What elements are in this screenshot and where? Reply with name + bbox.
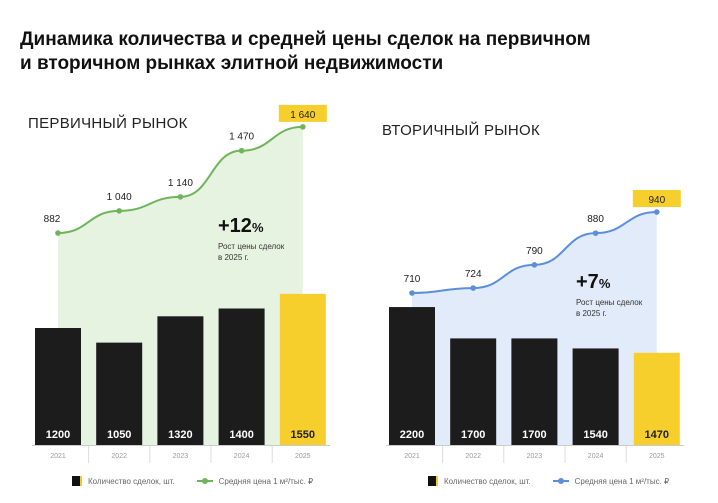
price-label: 882 bbox=[44, 214, 61, 225]
line-swatch-icon bbox=[196, 478, 213, 484]
price-point bbox=[116, 208, 122, 214]
price-label: 710 bbox=[404, 274, 421, 285]
bar-value-label: 1700 bbox=[522, 429, 546, 441]
legend-line: Средняя цена 1 м²/тыс. ₽ bbox=[574, 476, 670, 486]
year-tick-label: 2024 bbox=[588, 453, 604, 460]
bar-value-label: 1700 bbox=[461, 429, 485, 441]
price-label: 724 bbox=[465, 269, 482, 280]
price-point bbox=[300, 124, 306, 130]
primary-chart-title: ПЕРВИЧНЫЙ РЫНОК bbox=[28, 115, 188, 132]
year-tick-label: 2021 bbox=[50, 453, 66, 460]
bar-value-label: 1400 bbox=[229, 429, 253, 441]
year-tick-label: 2022 bbox=[111, 453, 127, 460]
year-tick-label: 2025 bbox=[295, 453, 311, 460]
price-point bbox=[238, 147, 245, 154]
count-bar bbox=[218, 308, 265, 445]
count-bar bbox=[279, 293, 326, 445]
year-tick-label: 2023 bbox=[173, 453, 189, 460]
bar-value-label: 1050 bbox=[107, 429, 131, 441]
price-label: 1 040 bbox=[107, 192, 132, 203]
count-bar bbox=[389, 307, 435, 445]
price-label: 790 bbox=[526, 246, 543, 257]
count-bar bbox=[35, 328, 81, 445]
legend-line: Средняя цена 1 м²/тыс. ₽ bbox=[218, 476, 314, 486]
count-bar bbox=[633, 352, 680, 445]
count-bar bbox=[157, 316, 204, 445]
count-bar bbox=[96, 342, 143, 445]
price-highlight-box bbox=[632, 190, 681, 208]
secondary-legend: Количество сделок, шт. Средняя цена 1 м²… bbox=[428, 476, 669, 486]
growth-caption-1: Рост цены сделок bbox=[218, 242, 285, 251]
growth-caption-2: в 2025 г. bbox=[576, 309, 607, 318]
title-line-2: и вторичном рынках элитной недвижимости bbox=[20, 53, 444, 74]
price-label: 1 470 bbox=[229, 132, 254, 143]
bar-value-label: 1200 bbox=[46, 429, 70, 441]
price-label: 940 bbox=[648, 195, 665, 206]
bar-value-label: 1550 bbox=[291, 429, 315, 441]
price-point bbox=[55, 230, 61, 236]
growth-caption-1: Рост цены сделок bbox=[576, 298, 643, 307]
growth-caption-2: в 2025 г. bbox=[218, 253, 249, 262]
count-bar bbox=[572, 348, 619, 445]
bar-value-label: 1470 bbox=[645, 429, 669, 441]
count-bar bbox=[450, 338, 497, 445]
year-tick-label: 2021 bbox=[404, 453, 420, 460]
page-title: Динамика количества и средней цены сдело… bbox=[20, 28, 591, 76]
year-tick-label: 2025 bbox=[649, 453, 665, 460]
price-point bbox=[592, 230, 599, 236]
price-point bbox=[654, 209, 660, 215]
growth-value: +12% bbox=[218, 215, 264, 237]
growth-unit: % bbox=[599, 276, 611, 291]
bar-value-label: 1320 bbox=[168, 429, 192, 441]
bar-swatch-icon bbox=[72, 476, 82, 486]
year-tick-label: 2023 bbox=[527, 453, 543, 460]
bar-value-label: 2200 bbox=[400, 429, 424, 441]
legend-bars: Количество сделок, шт. bbox=[88, 476, 175, 486]
price-highlight-box bbox=[278, 104, 327, 122]
price-point bbox=[177, 194, 184, 200]
price-label: 1 140 bbox=[168, 178, 193, 189]
secondary-chart-title: ВТОРИЧНЫЙ РЫНОК bbox=[382, 122, 541, 139]
primary-legend: Количество сделок, шт. Средняя цена 1 м²… bbox=[72, 476, 313, 486]
price-label: 1 640 bbox=[290, 110, 315, 121]
price-point bbox=[531, 262, 538, 268]
year-tick-label: 2024 bbox=[234, 453, 250, 460]
title-line-1: Динамика количества и средней цены сдело… bbox=[20, 29, 591, 50]
growth-value: +7% bbox=[576, 271, 611, 293]
count-bar bbox=[511, 338, 558, 445]
price-point bbox=[470, 285, 477, 291]
year-tick-label: 2022 bbox=[465, 453, 481, 460]
bar-value-label: 1540 bbox=[583, 429, 607, 441]
price-label: 880 bbox=[587, 214, 604, 225]
growth-unit: % bbox=[252, 220, 264, 235]
line-swatch-icon bbox=[552, 478, 569, 484]
price-point bbox=[409, 290, 415, 296]
legend-bars: Количество сделок, шт. bbox=[444, 476, 531, 486]
bar-swatch-icon bbox=[428, 476, 438, 486]
